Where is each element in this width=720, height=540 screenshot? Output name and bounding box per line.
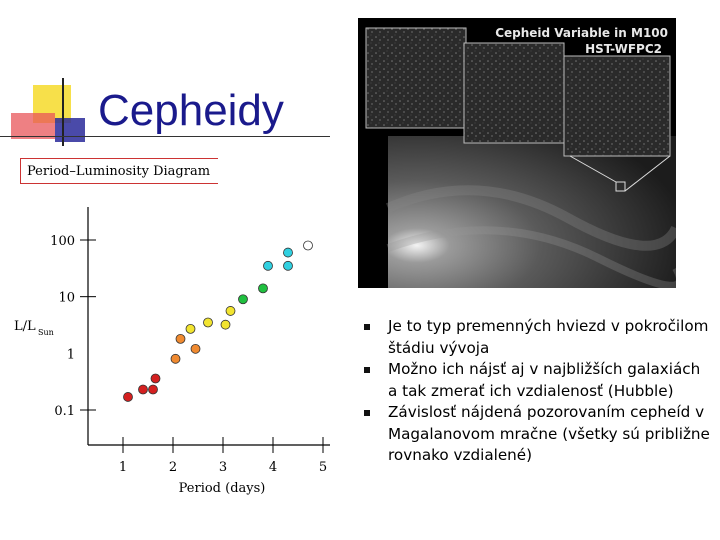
data-point (283, 247, 293, 258)
bullet-square-icon (364, 324, 370, 330)
data-point (150, 373, 161, 384)
y-tick-label: 0.1 (54, 404, 75, 419)
data-point (203, 317, 213, 328)
bullet-text: Závislosť nájdená pozorovaním cepheíd v … (388, 403, 710, 464)
data-point (258, 283, 268, 294)
y-axis-label: L/L (14, 319, 36, 334)
bullet-item: Možno ich nájsť aj v najbližších galaxiá… (364, 359, 714, 402)
data-point (190, 343, 201, 354)
data-point (225, 306, 236, 316)
bullet-text: Je to typ premenných hviezd v pokročilom… (388, 317, 709, 357)
m100-galaxy-picture (365, 27, 684, 290)
bullet-square-icon (364, 410, 370, 416)
data-point (220, 319, 231, 330)
y-tick-label: 1 (67, 347, 75, 362)
deco-blue-square (55, 118, 85, 142)
data-point (148, 384, 158, 395)
x-tick-label: 4 (269, 460, 277, 475)
y-axis-label-sub: Sun (38, 328, 54, 337)
image-caption-instrument: HST-WFPC2 (585, 42, 662, 56)
chart-points (123, 240, 313, 402)
data-point (238, 294, 248, 305)
m100-cepheid-image: Cepheid Variable in M100 HST-WFPC2 (358, 18, 684, 290)
x-tick-label: 5 (319, 460, 327, 475)
slide-title: Cepheidy (98, 86, 284, 135)
data-point (303, 240, 313, 251)
deco-vertical-line (62, 78, 64, 146)
chart-title: Period–Luminosity Diagram (20, 158, 218, 184)
image-caption-title: Cepheid Variable in M100 (495, 26, 668, 40)
data-point (138, 384, 148, 395)
data-point (283, 260, 293, 271)
deco-red-square (11, 113, 55, 139)
bullet-list: Je to typ premenných hviezd v pokročilom… (364, 316, 714, 467)
bullet-item: Je to typ premenných hviezd v pokročilom… (364, 316, 714, 359)
bullet-square-icon (364, 367, 370, 373)
x-tick-label: 1 (119, 460, 127, 475)
chart-axes (87, 207, 330, 446)
bullet-text: Možno ich nájsť aj v najbližších galaxiá… (388, 360, 701, 400)
x-tick-label: 2 (169, 460, 177, 475)
data-point (123, 392, 133, 402)
data-point (170, 353, 181, 364)
y-ticks: 100 10 1 0.1 (50, 234, 96, 419)
deco-horizontal-line (0, 136, 330, 137)
data-point (185, 323, 196, 334)
y-tick-label: 100 (50, 234, 75, 249)
data-point (263, 260, 273, 271)
data-point (175, 333, 186, 344)
period-luminosity-chart: 100 10 1 0.1 1 2 3 4 5 L/L Sun Period (days) (14, 207, 330, 496)
bullet-item: Závislosť nájdená pozorovaním cepheíd v … (364, 402, 714, 467)
x-axis-label: Period (days) (179, 481, 266, 496)
y-tick-label: 10 (58, 291, 75, 306)
x-tick-label: 3 (219, 460, 227, 475)
x-ticks: 1 2 3 4 5 (119, 437, 327, 475)
